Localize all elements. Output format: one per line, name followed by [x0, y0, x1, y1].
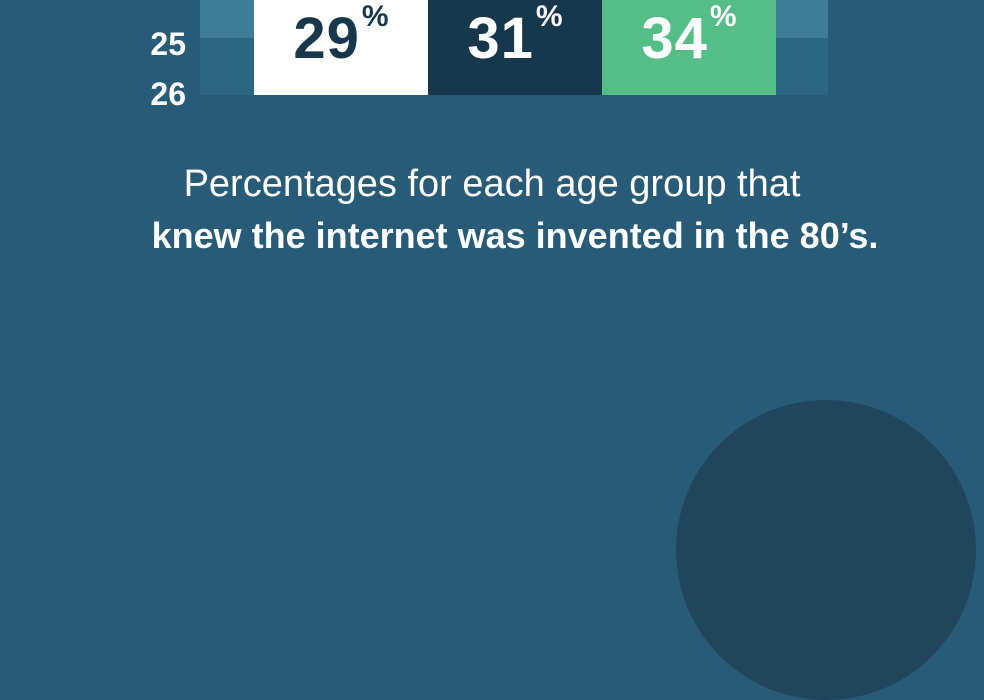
decorative-circle [676, 400, 976, 700]
percentage-value: 29 [293, 6, 360, 71]
percentage-value: 34 [641, 6, 708, 71]
row-label-26: 26 [150, 76, 186, 112]
percentage-box-3: 34% [602, 0, 776, 95]
row-label-25: 25 [150, 26, 186, 62]
percentage-box-2: 31% [428, 0, 602, 95]
percentage-value: 31 [467, 6, 534, 71]
caption-line-1: Percentages for each age group that [183, 163, 801, 205]
percent-sign: % [709, 0, 737, 33]
percent-sign: % [361, 0, 389, 33]
grid-strip-top-right [775, 0, 828, 38]
percentage-box-1: 29% [254, 0, 428, 95]
grid-strip-top-left [200, 0, 254, 38]
percent-sign: % [535, 0, 563, 33]
caption-line-2: knew the internet was invented in the 80… [151, 215, 879, 256]
